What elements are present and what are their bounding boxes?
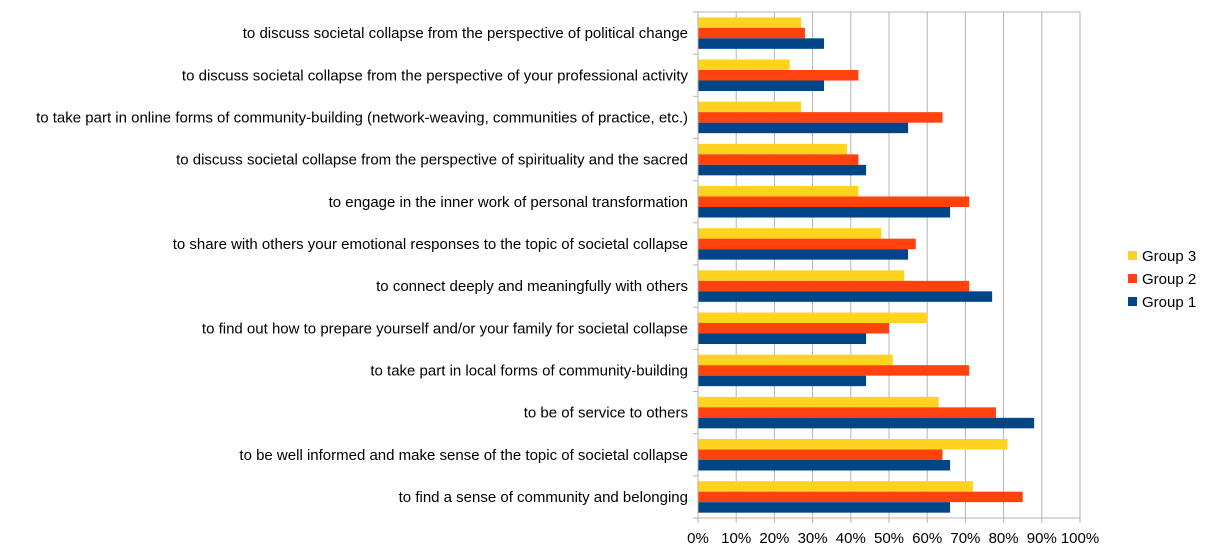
gridlines — [697, 11, 1081, 518]
legend-label: Group 1 — [1142, 294, 1196, 311]
bar-group-2 — [698, 27, 805, 39]
bar-group-2 — [698, 238, 916, 250]
bar-group-3 — [698, 270, 905, 281]
bar-group-1 — [698, 38, 825, 49]
x-tick-label: 30% — [798, 530, 828, 547]
bar-group-3 — [698, 312, 928, 323]
category-label: to share with others your emotional resp… — [173, 236, 688, 253]
x-tick-label: 50% — [874, 530, 904, 547]
bar-group-3 — [698, 354, 893, 366]
category-labels: to discuss societal collapse from the pe… — [36, 25, 688, 506]
legend-label: Group 2 — [1142, 271, 1196, 288]
bar-group-2 — [698, 112, 943, 123]
bar-group-3 — [698, 101, 802, 113]
bar-group-2 — [698, 407, 996, 418]
category-label: to connect deeply and meaningfully with … — [376, 278, 688, 295]
category-label: to be well informed and make sense of th… — [239, 447, 688, 464]
x-tick-label: 10% — [721, 530, 751, 547]
bar-group-1 — [698, 417, 1035, 429]
bar-group-2 — [698, 196, 970, 207]
bars — [698, 17, 1035, 513]
bar-group-2 — [698, 323, 889, 334]
bar-group-2 — [698, 154, 859, 165]
category-label: to find out how to prepare yourself and/… — [202, 320, 688, 337]
category-label: to discuss societal collapse from the pe… — [176, 152, 688, 169]
x-tick-label: 60% — [912, 530, 942, 547]
bar-group-3 — [698, 186, 859, 197]
category-label: to take part in local forms of community… — [370, 362, 688, 379]
bar-group-3 — [698, 143, 847, 155]
category-label: to engage in the inner work of personal … — [329, 194, 688, 211]
bar-group-1 — [698, 249, 909, 260]
bar-group-3 — [698, 228, 882, 239]
bar-group-2 — [698, 491, 1023, 503]
legend-swatch — [1128, 251, 1137, 260]
legend-swatch — [1128, 297, 1137, 306]
bar-group-3 — [698, 439, 1008, 450]
bar-group-1 — [698, 164, 867, 176]
bar-group-2 — [698, 280, 970, 292]
category-label: to discuss societal collapse from the pe… — [243, 25, 688, 42]
bar-group-1 — [698, 80, 825, 91]
bar-group-3 — [698, 17, 802, 28]
bar-group-2 — [698, 365, 970, 376]
bar-group-3 — [698, 59, 790, 70]
bar-group-1 — [698, 502, 951, 513]
bar-group-2 — [698, 70, 859, 81]
x-tick-label: 90% — [1027, 530, 1057, 547]
legend-label: Group 3 — [1142, 248, 1196, 265]
category-label: to be of service to others — [524, 405, 688, 422]
bar-group-1 — [698, 333, 867, 344]
legend: Group 3 Group 2 Group 1 — [1128, 248, 1196, 311]
axes — [693, 11, 1081, 523]
bar-group-1 — [698, 460, 951, 471]
category-label: to find a sense of community and belongi… — [399, 489, 688, 506]
x-tick-label: 100% — [1061, 530, 1099, 547]
bar-group-3 — [698, 481, 974, 492]
bar-group-1 — [698, 122, 909, 134]
x-tick-label: 0% — [687, 530, 709, 547]
legend-swatch — [1128, 274, 1137, 283]
bar-group-1 — [698, 291, 993, 302]
category-label: to discuss societal collapse from the pe… — [182, 67, 689, 84]
x-tick-label: 20% — [759, 530, 789, 547]
bar-group-3 — [698, 396, 939, 408]
x-tick-label: 70% — [950, 530, 980, 547]
bar-group-1 — [698, 207, 951, 218]
x-tick-label: 80% — [989, 530, 1019, 547]
tick-labels: 0% 10% 20% 30% 40% 50% 60% 70% 80% 90% 100% — [687, 530, 1099, 547]
x-tick-label: 40% — [836, 530, 866, 547]
bar-group-1 — [698, 375, 867, 387]
category-label: to take part in online forms of communit… — [36, 109, 688, 126]
bar-group-2 — [698, 449, 943, 460]
